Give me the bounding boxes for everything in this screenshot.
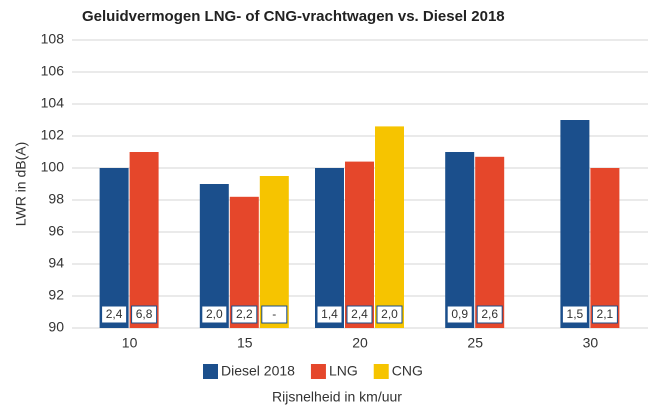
y-axis-label: LWR in dB(A): [13, 142, 29, 227]
box-label: 2,0: [206, 307, 223, 321]
x-tick-label: 20: [352, 335, 368, 351]
bar: [560, 120, 590, 328]
bar-box-label: 2,0: [376, 305, 403, 324]
box-label: 1,4: [321, 307, 338, 321]
bar: [475, 156, 505, 328]
box-label: 2,1: [597, 307, 614, 321]
y-tick-label: 100: [41, 159, 65, 175]
y-tick-label: 90: [48, 319, 64, 335]
bar: [99, 168, 129, 328]
y-tick-label: 106: [41, 63, 65, 79]
box-label: 2,4: [106, 307, 123, 321]
y-tick-label: 92: [48, 287, 64, 303]
bar: [199, 184, 229, 328]
box-label: 2,2: [236, 307, 253, 321]
label-box: [591, 305, 618, 324]
y-tick-label: 104: [41, 95, 65, 111]
y-tick-label: 108: [41, 31, 65, 47]
box-label: 6,8: [136, 307, 153, 321]
label-box: [561, 305, 588, 324]
box-label: -: [272, 307, 276, 321]
label-box: [261, 305, 288, 324]
x-tick-label: 30: [583, 335, 599, 351]
bar: [590, 168, 620, 328]
bar-box-label: 0,9: [446, 305, 473, 324]
box-label: 2,4: [351, 307, 368, 321]
x-tick-label: 10: [122, 335, 138, 351]
bar-box-label: -: [261, 305, 288, 324]
bar: [445, 152, 475, 328]
bar: [259, 176, 289, 328]
label-box: [346, 305, 373, 324]
bar: [375, 126, 404, 329]
y-tick-label: 98: [48, 191, 64, 207]
legend-swatch: [373, 364, 389, 379]
label-box: [376, 305, 403, 324]
bar-box-label: 2,4: [101, 305, 128, 324]
bar: [345, 161, 374, 328]
y-tick-label: 96: [48, 223, 64, 239]
bar: [129, 152, 159, 328]
bar-box-label: 2,1: [591, 305, 618, 324]
label-box: [446, 305, 473, 324]
legend-label: LNG: [329, 363, 358, 379]
legend-swatch: [203, 364, 218, 379]
legend-label: CNG: [392, 363, 423, 379]
bar: [315, 168, 344, 328]
legend-label: Diesel 2018: [221, 363, 295, 379]
chart-title: Geluidvermogen LNG- of CNG-vrachtwagen v…: [82, 8, 505, 25]
box-label: 0,9: [451, 307, 468, 321]
label-box: [231, 305, 258, 324]
bar-box-label: 1,5: [561, 305, 588, 324]
label-box: [201, 305, 228, 324]
box-label: 2,0: [381, 307, 398, 321]
box-label: 1,5: [567, 307, 584, 321]
y-tick-label: 102: [41, 127, 65, 143]
label-box: [101, 305, 128, 324]
legend-swatch: [310, 364, 326, 379]
bar-box-label: 2,2: [231, 305, 258, 324]
x-tick-label: 25: [467, 335, 483, 351]
bar-box-label: 1,4: [316, 305, 343, 324]
box-label: 2,6: [481, 307, 498, 321]
bar-box-label: 2,6: [476, 305, 503, 324]
label-box: [131, 305, 158, 324]
bar-box-label: 2,0: [201, 305, 228, 324]
bar-box-label: 6,8: [131, 305, 158, 324]
label-box: [316, 305, 343, 324]
x-axis-label: Rijsnelheid in km/uur: [272, 389, 402, 405]
label-box: [476, 305, 503, 324]
x-tick-label: 15: [237, 335, 253, 351]
bar-box-label: 2,4: [346, 305, 373, 324]
y-tick-label: 94: [48, 255, 64, 271]
